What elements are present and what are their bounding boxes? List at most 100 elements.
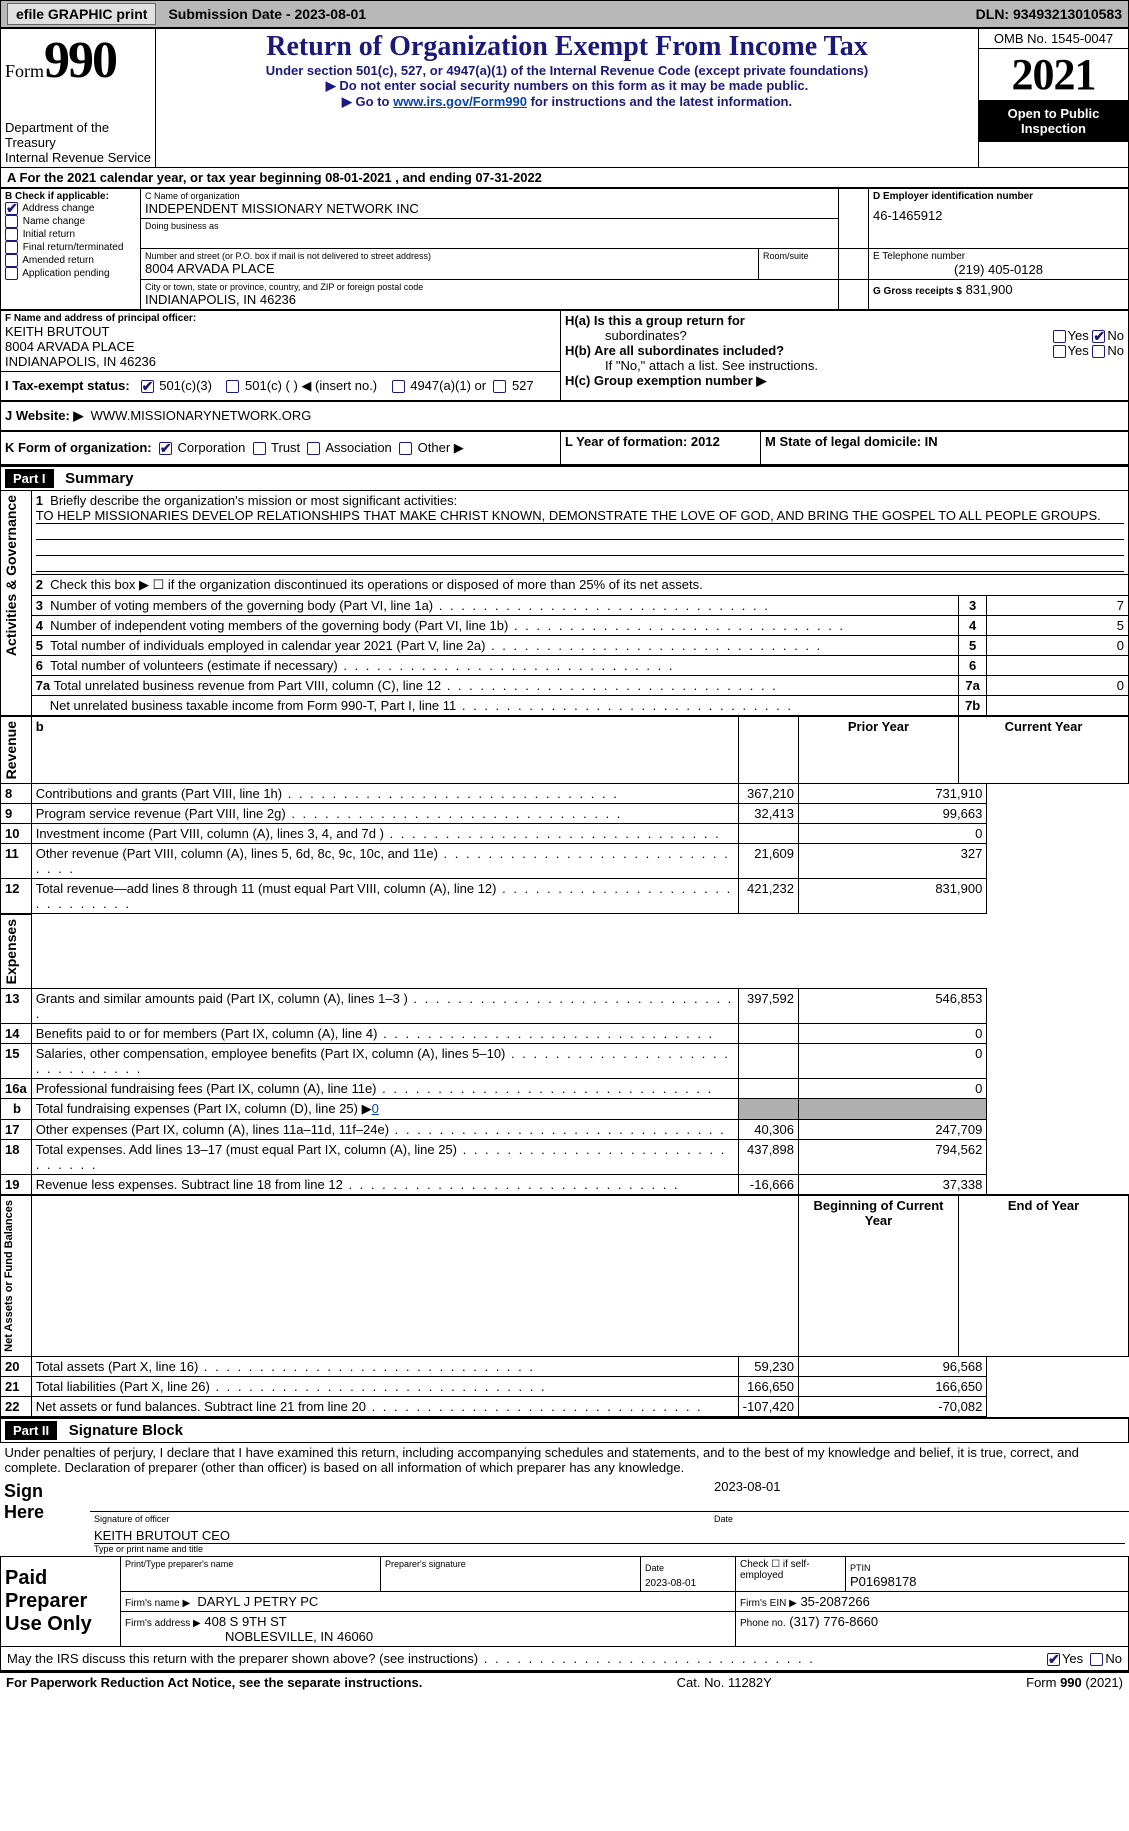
line4-label: Number of independent voting members of … xyxy=(50,618,508,633)
exp-15-curr: 0 xyxy=(799,1044,987,1079)
h-a-label: H(a) Is this a group return for xyxy=(565,313,1124,328)
exp-15-prior xyxy=(738,1044,798,1079)
sig-date-label: Date xyxy=(710,1512,1129,1527)
rev-9-prior: 32,413 xyxy=(738,804,798,824)
checkb-1[interactable] xyxy=(5,215,18,228)
officer-city: INDIANAPOLIS, IN 46236 xyxy=(5,354,556,369)
checkb-4[interactable] xyxy=(5,254,18,267)
assoc-checkbox[interactable] xyxy=(307,442,320,455)
tax-year: 2021 xyxy=(979,49,1128,100)
netassets-label: Net Assets or Fund Balances xyxy=(1,1196,17,1356)
line4-value: 5 xyxy=(987,616,1129,636)
dln-label: DLN: 93493213010583 xyxy=(976,6,1122,22)
line3-value: 7 xyxy=(987,596,1129,616)
exp-16a-curr: 0 xyxy=(799,1079,987,1099)
corp-checkbox[interactable] xyxy=(159,442,172,455)
efile-print-button[interactable]: efile GRAPHIC print xyxy=(7,3,156,25)
discuss-yes-checkbox[interactable] xyxy=(1047,1653,1060,1666)
self-employed-check[interactable]: Check ☐ if self-employed xyxy=(736,1557,846,1592)
instruction-2: ▶ Go to www.irs.gov/Form990 for instruct… xyxy=(160,94,974,110)
rev-9-curr: 99,663 xyxy=(799,804,987,824)
line5-value: 0 xyxy=(987,636,1129,656)
form-header-table: Form990 Department of the Treasury Inter… xyxy=(0,28,1129,168)
submission-date: Submission Date - 2023-08-01 xyxy=(168,6,366,22)
gross-receipts-value: 831,900 xyxy=(966,282,1013,297)
form-org-label: K Form of organization: xyxy=(5,440,152,455)
exp-17-prior: 40,306 xyxy=(738,1120,798,1140)
sig-officer-label: Signature of officer xyxy=(90,1512,710,1527)
website-value: WWW.MISSIONARYNETWORK.ORG xyxy=(91,408,312,423)
state-domicile: M State of legal domicile: IN xyxy=(765,434,938,449)
top-bar: efile GRAPHIC print Submission Date - 20… xyxy=(0,0,1129,28)
discuss-no-checkbox[interactable] xyxy=(1090,1653,1103,1666)
na-20-curr: 96,568 xyxy=(799,1357,987,1377)
checkb-5[interactable] xyxy=(5,267,18,280)
rev-8-label: Contributions and grants (Part VIII, lin… xyxy=(31,784,738,804)
ptin-value: P01698178 xyxy=(850,1574,917,1589)
org-name: INDEPENDENT MISSIONARY NETWORK INC xyxy=(145,201,834,216)
line7a-value: 0 xyxy=(987,676,1129,696)
4947-checkbox[interactable] xyxy=(392,380,405,393)
other-checkbox[interactable] xyxy=(399,442,412,455)
h-b-label: H(b) Are all subordinates included? xyxy=(565,343,784,358)
activities-label: Activities & Governance xyxy=(1,491,21,660)
part1-table: Part I Summary Activities & Governance 1… xyxy=(0,465,1129,1417)
rev-9-label: Program service revenue (Part VIII, line… xyxy=(31,804,738,824)
website-row: J Website: ▶ WWW.MISSIONARYNETWORK.ORG xyxy=(0,401,1129,431)
line2: Check this box ▶ ☐ if the organization d… xyxy=(50,577,703,592)
ha-yes-checkbox[interactable] xyxy=(1053,330,1066,343)
na-21-prior: 166,650 xyxy=(738,1377,798,1397)
exp-b-label: Total fundraising expenses (Part IX, col… xyxy=(31,1099,738,1120)
revenue-label: Revenue xyxy=(1,717,21,783)
na-20-prior: 59,230 xyxy=(738,1357,798,1377)
footer-right: Form 990 (2021) xyxy=(1026,1675,1123,1690)
room-label: Room/suite xyxy=(763,251,834,261)
org-info-table: B Check if applicable: Address change Na… xyxy=(0,188,1129,310)
rev-8-prior: 367,210 xyxy=(738,784,798,804)
hb-yes-checkbox[interactable] xyxy=(1053,345,1066,358)
irs-link[interactable]: www.irs.gov/Form990 xyxy=(393,94,527,109)
officer-label: F Name and address of principal officer: xyxy=(5,313,556,324)
exp-19-label: Revenue less expenses. Subtract line 18 … xyxy=(31,1175,738,1196)
exp-16a-prior xyxy=(738,1079,798,1099)
hb-no-checkbox[interactable] xyxy=(1092,345,1105,358)
exp-18-label: Total expenses. Add lines 13–17 (must eq… xyxy=(31,1140,738,1175)
sign-here-label: Sign Here xyxy=(0,1477,80,1526)
expenses-label: Expenses xyxy=(1,915,21,988)
city-label: City or town, state or province, country… xyxy=(145,282,834,292)
firm-ein: 35-2087266 xyxy=(800,1594,869,1609)
year-formation: L Year of formation: 2012 xyxy=(565,434,720,449)
line6-label: Total number of volunteers (estimate if … xyxy=(50,658,338,673)
omb-number: OMB No. 1545-0047 xyxy=(979,29,1128,49)
firm-addr1: 408 S 9TH ST xyxy=(204,1614,286,1629)
exp-19-curr: 37,338 xyxy=(799,1175,987,1196)
end-year-header: End of Year xyxy=(959,1195,1129,1356)
line7b-value xyxy=(987,696,1129,717)
current-year-header: Current Year xyxy=(959,716,1129,784)
checkb-0[interactable] xyxy=(5,202,18,215)
checkb-3[interactable] xyxy=(5,241,18,254)
h-b-note: If "No," attach a list. See instructions… xyxy=(565,358,1124,373)
part2-title: Signature Block xyxy=(61,1422,183,1439)
exp-13-curr: 546,853 xyxy=(799,989,987,1024)
ha-no-checkbox[interactable] xyxy=(1092,330,1105,343)
dba-label: Doing business as xyxy=(145,221,834,231)
type-name-label: Type or print name and title xyxy=(94,1544,1125,1554)
part1-header: Part I xyxy=(5,469,54,488)
begin-year-header: Beginning of Current Year xyxy=(799,1195,959,1356)
checkb-2[interactable] xyxy=(5,228,18,241)
na-22-prior: -107,420 xyxy=(738,1397,798,1417)
501c3-checkbox[interactable] xyxy=(141,380,154,393)
officer-street: 8004 ARVADA PLACE xyxy=(5,339,556,354)
trust-checkbox[interactable] xyxy=(253,442,266,455)
501c-checkbox[interactable] xyxy=(226,380,239,393)
line6-value xyxy=(987,656,1129,676)
exp-18-prior: 437,898 xyxy=(738,1140,798,1175)
part2-header: Part II xyxy=(5,1421,57,1440)
irs-label: Internal Revenue Service xyxy=(5,150,151,165)
exp-15-label: Salaries, other compensation, employee b… xyxy=(31,1044,738,1079)
527-checkbox[interactable] xyxy=(493,380,506,393)
exp-13-label: Grants and similar amounts paid (Part IX… xyxy=(31,989,738,1024)
rev-11-label: Other revenue (Part VIII, column (A), li… xyxy=(31,844,738,879)
prior-year-header: Prior Year xyxy=(799,716,959,784)
